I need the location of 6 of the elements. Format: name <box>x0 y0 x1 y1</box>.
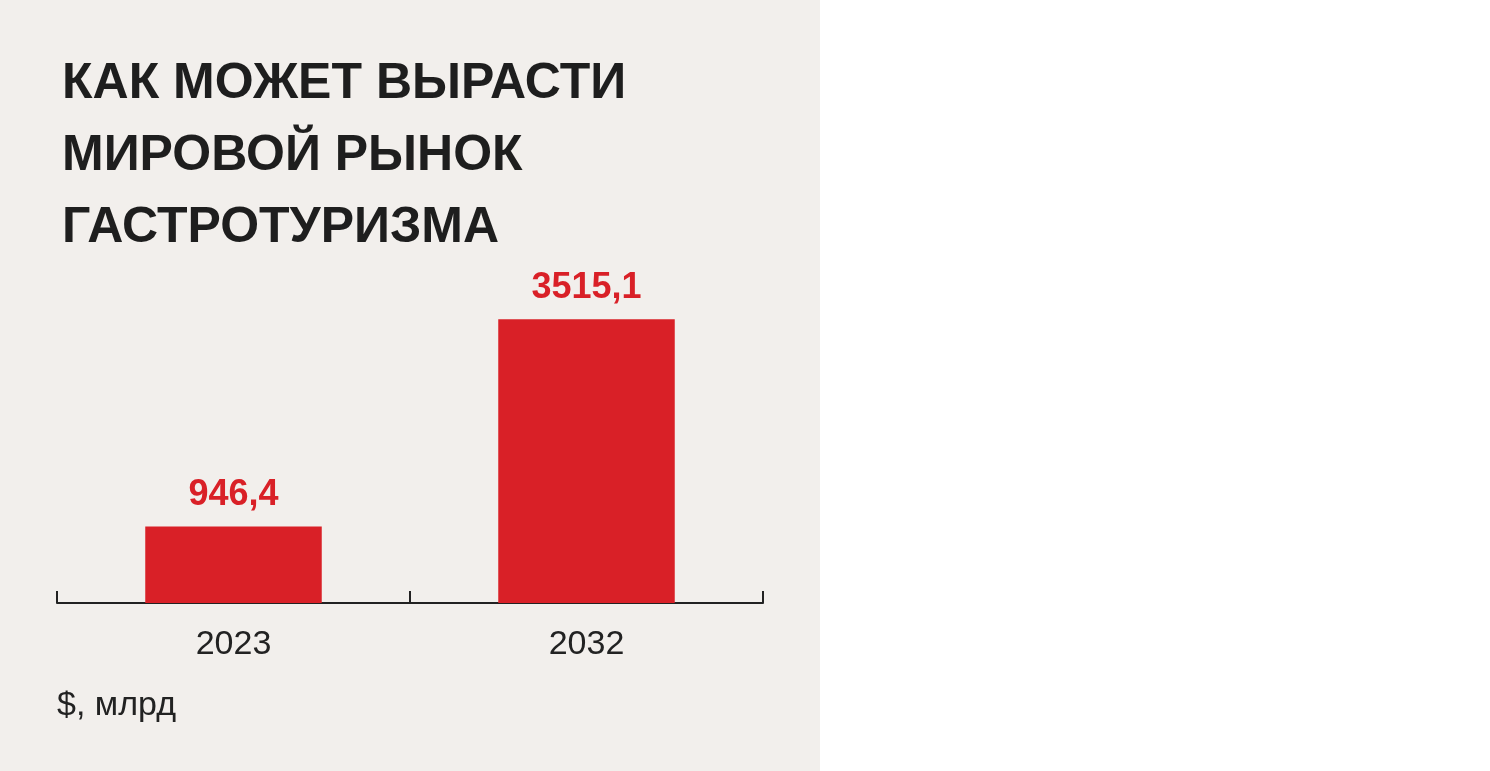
data-label: 946,4 <box>188 472 279 514</box>
text: $, млрд <box>57 684 177 722</box>
chart-title: КАК МОЖЕТ ВЫРАСТИ МИРОВОЙ РЫНОК ГАСТРОТУРИЗМА <box>62 53 627 253</box>
data-label: 3515,1 <box>531 264 642 306</box>
x-tick-label: 2023 <box>195 623 272 661</box>
x-tick-label: 2032 <box>548 623 625 661</box>
